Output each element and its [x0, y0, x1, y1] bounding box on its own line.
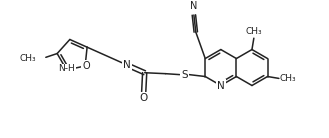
- Text: N: N: [190, 2, 198, 11]
- Text: S: S: [181, 70, 188, 80]
- Text: N: N: [123, 60, 131, 70]
- Text: O: O: [139, 93, 148, 103]
- Text: CH₃: CH₃: [279, 74, 296, 83]
- Text: N: N: [217, 80, 225, 91]
- Text: O: O: [82, 61, 90, 71]
- Text: CH₃: CH₃: [20, 54, 36, 63]
- Text: CH₃: CH₃: [245, 27, 262, 36]
- Text: N-H: N-H: [58, 64, 75, 73]
